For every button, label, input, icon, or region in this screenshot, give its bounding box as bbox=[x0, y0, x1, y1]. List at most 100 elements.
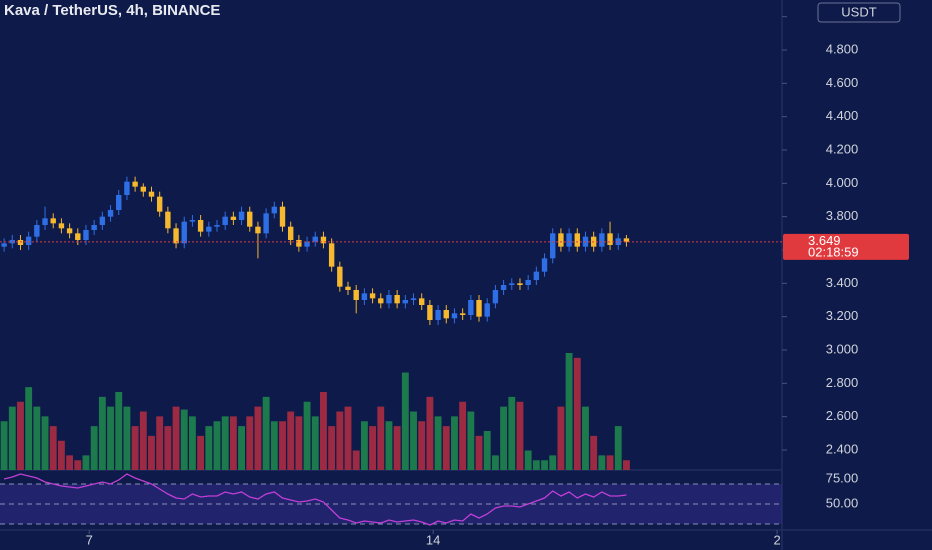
candle-body bbox=[66, 228, 73, 234]
candle-body bbox=[427, 305, 433, 320]
rsi-tick-label: 50.00 bbox=[826, 495, 859, 510]
volume-bar bbox=[156, 416, 164, 470]
volume-bar bbox=[33, 406, 41, 470]
volume-bar bbox=[573, 357, 581, 470]
volume-bar bbox=[229, 416, 237, 470]
volume-bar bbox=[303, 401, 311, 470]
volume-bar bbox=[606, 455, 614, 470]
volume-bar bbox=[582, 406, 589, 470]
volume-bar bbox=[508, 396, 516, 470]
candle-body bbox=[476, 300, 482, 317]
volume-bar bbox=[328, 426, 336, 470]
candle-body bbox=[99, 216, 106, 225]
volume-bar bbox=[467, 411, 475, 470]
candle-body bbox=[222, 216, 228, 225]
volume-bar bbox=[0, 421, 8, 470]
candle-body bbox=[1, 243, 7, 247]
candle-body bbox=[459, 313, 466, 315]
y-tick-label: 2.400 bbox=[826, 441, 859, 456]
candle-body bbox=[443, 310, 449, 319]
candle-body bbox=[541, 258, 548, 272]
candle-body bbox=[353, 290, 359, 300]
volume-bar bbox=[287, 411, 295, 470]
volume-bar bbox=[107, 406, 114, 470]
rsi-line bbox=[3, 473, 627, 526]
volume-bar bbox=[123, 406, 131, 470]
candle-body bbox=[165, 211, 171, 229]
candle-body bbox=[345, 286, 351, 290]
candle-body bbox=[238, 211, 245, 220]
volume-bar bbox=[270, 421, 278, 470]
volume-bar bbox=[238, 426, 245, 470]
candle-body bbox=[296, 240, 302, 247]
candle-body bbox=[83, 230, 89, 240]
volume-bar bbox=[90, 426, 98, 470]
volume-bar bbox=[262, 396, 270, 470]
volume-bar bbox=[393, 426, 401, 470]
candle-body bbox=[599, 233, 605, 247]
candle-body bbox=[509, 283, 515, 285]
volume-bar bbox=[377, 406, 385, 470]
y-tick-label: 4.400 bbox=[826, 108, 859, 123]
volume-bar bbox=[360, 421, 368, 470]
volume-bar bbox=[532, 460, 540, 470]
y-tick-label: 4.600 bbox=[826, 75, 859, 90]
volume-bar bbox=[565, 353, 573, 470]
y-tick-label: 3.800 bbox=[826, 208, 859, 223]
volume-bar bbox=[524, 450, 532, 470]
volume-bar bbox=[442, 426, 450, 470]
volume-bar bbox=[410, 411, 417, 470]
candle-body bbox=[394, 295, 400, 304]
candle-body bbox=[419, 298, 425, 305]
candle-body bbox=[189, 220, 196, 222]
candle-body bbox=[623, 238, 630, 242]
volume-bar bbox=[221, 416, 229, 470]
candle-body bbox=[116, 195, 122, 210]
volume-bar bbox=[279, 421, 286, 470]
candle-body bbox=[550, 233, 556, 259]
candle-body bbox=[206, 226, 212, 232]
candle-body bbox=[468, 300, 474, 315]
candle-body bbox=[75, 233, 81, 240]
candle-body bbox=[304, 241, 310, 247]
volume-bar bbox=[401, 372, 409, 470]
candle-body bbox=[484, 303, 490, 317]
candle-body bbox=[378, 298, 384, 304]
volume-bar bbox=[295, 416, 303, 470]
volume-bar bbox=[8, 406, 16, 470]
candle-body bbox=[328, 243, 335, 267]
volume-bar bbox=[197, 435, 205, 470]
volume-bar bbox=[254, 406, 262, 470]
chart-title: Kava / TetherUS, 4h, BINANCE bbox=[4, 2, 220, 19]
candle-body bbox=[607, 233, 613, 245]
volume-bar bbox=[491, 455, 499, 470]
candle-body bbox=[574, 233, 580, 247]
volume-bar bbox=[139, 411, 147, 470]
x-tick-label: 2 bbox=[773, 532, 780, 547]
plot: 2.4002.6002.8003.0003.2003.4003.6003.800… bbox=[0, 8, 909, 547]
candle-body bbox=[230, 216, 237, 220]
volume-bar bbox=[459, 401, 467, 470]
volume-bar bbox=[17, 401, 24, 470]
volume-bar bbox=[188, 416, 196, 470]
volume-bar bbox=[115, 392, 123, 470]
candle-body bbox=[124, 181, 130, 195]
volume-bar bbox=[500, 406, 508, 470]
candle-body bbox=[140, 186, 147, 192]
volume-bar bbox=[557, 406, 565, 470]
last-price-label: 3.649 bbox=[808, 233, 841, 248]
candle-body bbox=[25, 236, 32, 245]
candle-body bbox=[34, 225, 40, 237]
candle-body bbox=[500, 285, 507, 290]
candle-body bbox=[361, 293, 368, 300]
candle-body bbox=[271, 206, 278, 214]
candle-body bbox=[533, 271, 540, 280]
volume-bar bbox=[590, 435, 598, 470]
volume-bar bbox=[98, 396, 106, 470]
volume-bar bbox=[344, 406, 352, 470]
volume-bar bbox=[418, 421, 426, 470]
volume-bar bbox=[369, 426, 377, 470]
candle-body bbox=[517, 283, 523, 285]
volume-bar bbox=[74, 460, 82, 470]
